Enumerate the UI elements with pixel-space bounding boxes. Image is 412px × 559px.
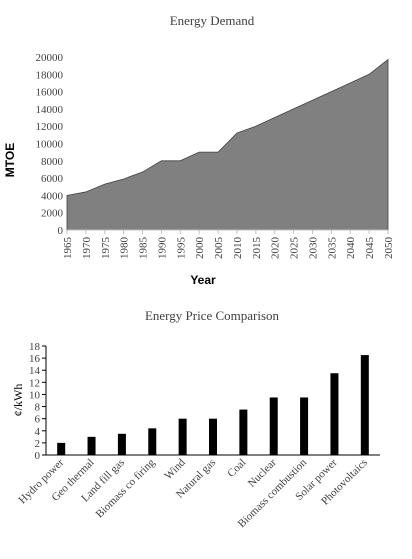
- x-tick-label: 2035: [326, 237, 338, 260]
- bar: [360, 355, 369, 455]
- y-tick-label: 8000: [41, 156, 64, 168]
- y-tick-label: 20000: [36, 52, 64, 64]
- energy-price-y-label: ¢/kWh: [11, 384, 25, 417]
- y-tick-label: 4: [35, 426, 41, 438]
- bar: [239, 409, 248, 455]
- bar: [209, 418, 217, 455]
- y-tick-label: 10000: [36, 139, 64, 151]
- bar: [117, 433, 126, 455]
- x-tick-label: 1965: [62, 237, 74, 260]
- x-tick-label: 1970: [81, 237, 93, 260]
- energy-demand-x-label: Year: [190, 273, 216, 287]
- y-tick-label: 18: [29, 341, 41, 353]
- energy-demand-title: Energy Demand: [170, 13, 255, 28]
- x-tick-label: 1990: [156, 237, 168, 260]
- y-tick-label: 8: [35, 402, 41, 414]
- energy-demand-y-label: MTOE: [3, 143, 17, 177]
- x-tick-label: 2005: [213, 237, 225, 260]
- energy-price-title: Energy Price Comparison: [145, 308, 280, 323]
- energy-price-bars: [57, 355, 369, 455]
- x-tick-label: 2000: [194, 237, 206, 260]
- y-tick-label: 0: [58, 225, 64, 237]
- bar: [57, 442, 66, 455]
- y-tick-label: 12000: [36, 121, 64, 133]
- y-tick-label: 2: [35, 438, 41, 450]
- bar: [87, 436, 96, 455]
- y-tick-label: 4000: [41, 190, 64, 202]
- bar: [269, 397, 278, 455]
- y-tick-label: 18000: [36, 69, 64, 81]
- x-tick-label: Coal: [225, 457, 248, 480]
- y-tick-label: 10: [29, 389, 41, 401]
- x-tick-label: 1980: [119, 237, 131, 260]
- y-tick-label: 6000: [41, 173, 64, 185]
- y-tick-label: 16: [29, 353, 41, 365]
- energy-price-chart: Energy Price Comparison 024681012141618 …: [11, 308, 380, 530]
- bar: [300, 397, 309, 455]
- x-tick-label: 1975: [100, 237, 112, 260]
- x-tick-label: 1985: [138, 237, 150, 260]
- energy-demand-x-ticks: 1965 1970 1975 1980 1985 1990 1995 2000 2005 2010…: [62, 230, 395, 259]
- y-tick-label: 12: [29, 377, 40, 389]
- x-tick-label: 2030: [307, 237, 319, 260]
- x-tick-label: 2015: [251, 237, 263, 260]
- y-tick-label: 2000: [41, 208, 64, 220]
- bar: [178, 418, 187, 455]
- y-tick-label: 14000: [36, 104, 64, 116]
- energy-demand-y-ticks: 0 2000 4000 6000 8000 10000 12000 14000 16000 180…: [36, 52, 64, 237]
- bar: [148, 428, 157, 455]
- x-tick-label: 2040: [345, 237, 357, 260]
- x-tick-label: Wind: [162, 456, 188, 482]
- x-tick-label: 2050: [383, 237, 395, 260]
- y-tick-label: 14: [29, 365, 41, 377]
- bar: [330, 373, 339, 455]
- y-tick-label: 16000: [36, 87, 64, 99]
- x-tick-label: 2010: [232, 236, 244, 259]
- x-tick-label: 2020: [270, 237, 282, 260]
- x-tick-label: 2045: [364, 237, 376, 260]
- x-tick-label: 1995: [175, 237, 187, 260]
- energy-demand-chart: Energy Demand 0 2000 4000 6000 8000 10000 1200…: [3, 13, 395, 287]
- x-tick-label: 2025: [289, 237, 301, 260]
- y-tick-label: 0: [35, 450, 41, 462]
- energy-demand-area: [66, 58, 389, 231]
- y-tick-label: 6: [35, 414, 41, 426]
